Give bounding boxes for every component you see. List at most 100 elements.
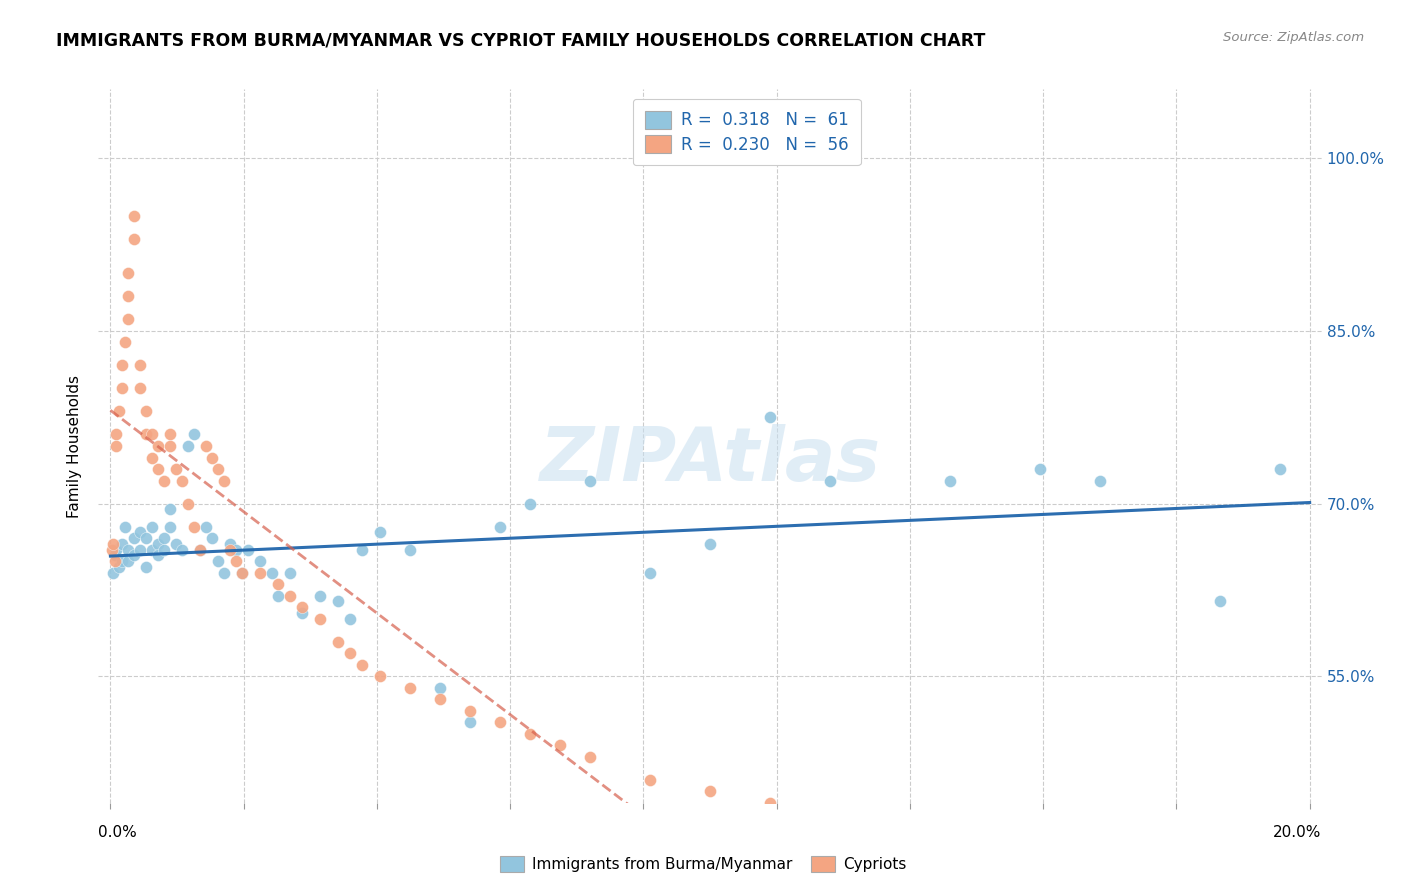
Point (153, 474, 176, 488)
Point (177, 439, 200, 453)
Point (267, 577, 290, 591)
Point (638, 566, 661, 580)
Text: 0.0%: 0.0% (98, 825, 138, 840)
Point (699, 537, 721, 551)
Point (249, 566, 271, 580)
Point (1029, 462, 1052, 476)
Y-axis label: Family Households: Family Households (67, 375, 83, 517)
Point (219, 537, 242, 551)
Point (111, 381, 134, 395)
Point (114, 335, 136, 350)
Point (352, 542, 374, 557)
Point (489, 715, 512, 730)
Point (104, 549, 127, 563)
Point (638, 772, 661, 787)
Point (124, 232, 146, 246)
Point (429, 681, 451, 695)
Point (108, 559, 131, 574)
Point (141, 427, 163, 442)
Point (579, 474, 602, 488)
Point (148, 549, 170, 563)
Point (328, 594, 350, 608)
Point (195, 519, 218, 533)
Legend: R =  0.318   N =  61, R =  0.230   N =  56: R = 0.318 N = 61, R = 0.230 N = 56 (633, 99, 860, 165)
Legend: Immigrants from Burma/Myanmar, Cypriots: Immigrants from Burma/Myanmar, Cypriots (492, 848, 914, 880)
Point (579, 749, 602, 764)
Point (153, 542, 176, 557)
Point (183, 519, 205, 533)
Point (141, 519, 163, 533)
Point (108, 404, 131, 418)
Point (249, 554, 271, 568)
Point (135, 404, 157, 418)
Point (458, 715, 481, 730)
Point (548, 738, 571, 752)
Point (278, 566, 301, 580)
Point (104, 554, 127, 568)
Point (309, 589, 332, 603)
Point (489, 519, 512, 533)
Point (165, 537, 187, 551)
Text: ZIPAtlas: ZIPAtlas (540, 424, 880, 497)
Point (117, 289, 139, 303)
Point (177, 497, 200, 511)
Point (1268, 462, 1291, 476)
Point (159, 439, 181, 453)
Point (759, 796, 782, 810)
Point (225, 542, 247, 557)
Point (117, 312, 139, 326)
Point (818, 474, 841, 488)
Point (103, 537, 125, 551)
Point (148, 462, 170, 476)
Point (368, 669, 391, 683)
Point (105, 439, 128, 453)
Point (111, 554, 134, 568)
Point (207, 462, 229, 476)
Point (141, 542, 163, 557)
Point (214, 566, 236, 580)
Point (429, 692, 451, 706)
Point (114, 519, 136, 533)
Point (165, 462, 187, 476)
Point (214, 474, 236, 488)
Point (159, 519, 181, 533)
Point (1208, 594, 1230, 608)
Point (201, 450, 224, 465)
Point (231, 566, 253, 580)
Point (117, 266, 139, 280)
Text: Source: ZipAtlas.com: Source: ZipAtlas.com (1223, 31, 1364, 45)
Point (399, 542, 422, 557)
Point (188, 542, 211, 557)
Point (141, 450, 163, 465)
Point (129, 381, 152, 395)
Point (124, 209, 146, 223)
Point (117, 542, 139, 557)
Point (103, 566, 125, 580)
Point (238, 542, 260, 557)
Point (699, 784, 721, 798)
Point (183, 427, 205, 442)
Point (135, 531, 157, 545)
Point (207, 554, 229, 568)
Point (262, 566, 284, 580)
Point (309, 612, 332, 626)
Point (291, 606, 314, 620)
Point (111, 537, 134, 551)
Point (135, 427, 157, 442)
Point (352, 657, 374, 672)
Point (101, 542, 124, 557)
Point (328, 634, 350, 648)
Point (124, 531, 146, 545)
Point (368, 525, 391, 540)
Point (172, 542, 194, 557)
Point (148, 439, 170, 453)
Point (759, 410, 782, 425)
Point (231, 566, 253, 580)
Point (159, 502, 181, 516)
Text: IMMIGRANTS FROM BURMA/MYANMAR VS CYPRIOT FAMILY HOUSEHOLDS CORRELATION CHART: IMMIGRANTS FROM BURMA/MYANMAR VS CYPRIOT… (56, 31, 986, 49)
Point (458, 704, 481, 718)
Point (195, 439, 218, 453)
Point (201, 531, 224, 545)
Point (291, 600, 314, 615)
Point (159, 427, 181, 442)
